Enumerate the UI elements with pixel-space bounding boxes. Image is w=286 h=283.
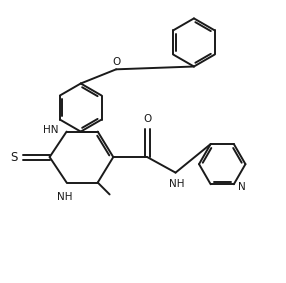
Text: NH: NH: [57, 192, 73, 201]
Text: NH: NH: [169, 179, 185, 189]
Text: O: O: [112, 57, 120, 67]
Text: N: N: [238, 182, 246, 192]
Text: S: S: [10, 151, 18, 164]
Text: O: O: [144, 114, 152, 124]
Text: HN: HN: [43, 125, 59, 135]
